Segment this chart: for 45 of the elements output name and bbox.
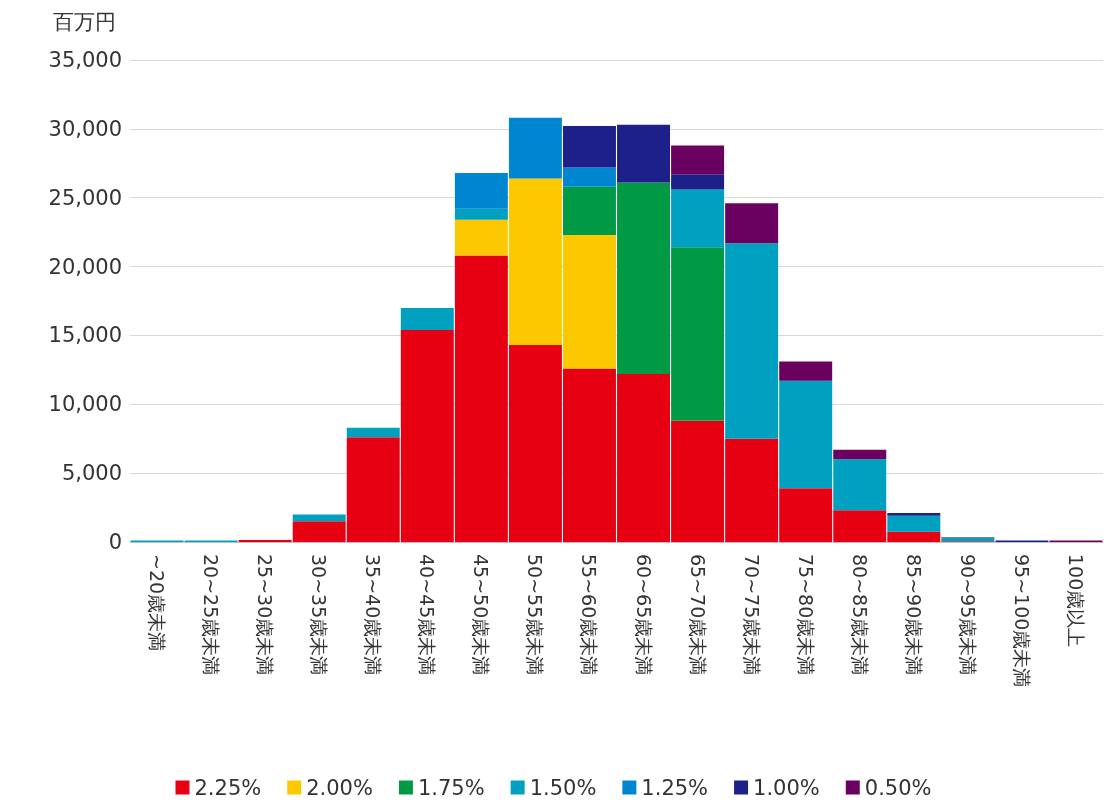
x-tick-label: 60~65歳未満: [632, 554, 655, 676]
x-tick-label: 45~50歳未満: [470, 554, 493, 676]
y-tick-label: 35,000: [48, 48, 122, 72]
y-tick-label: 20,000: [48, 254, 122, 279]
y-axis-title: 百万円: [53, 9, 116, 34]
bar: [292, 514, 346, 522]
x-tick-label: 20~25歳未満: [200, 554, 223, 676]
x-tick-label: ~20歳未満: [146, 554, 169, 652]
bar: [725, 203, 779, 244]
y-tick-label: 30,000: [48, 116, 122, 141]
x-tick-label: 85~90歳未満: [902, 554, 925, 676]
bar: [400, 307, 454, 330]
bar: [671, 145, 725, 175]
x-tick-label: 100歳以上: [1064, 554, 1087, 648]
x-tick-label: 40~45歳未満: [416, 554, 439, 676]
legend-label: 1.25%: [641, 775, 709, 800]
legend-label: 2.00%: [306, 775, 373, 800]
bar: [454, 208, 508, 220]
y-tick-label: 0: [108, 530, 122, 554]
bar: [833, 449, 887, 460]
x-tick-label: 95~100歳未満: [1010, 554, 1033, 688]
x-tick-label: 50~55歳未満: [524, 554, 547, 676]
x-tick-label: 75~80歳未満: [794, 554, 817, 676]
legend-label: 0.50%: [864, 775, 932, 800]
bar: [887, 513, 941, 516]
x-tick-label: 55~60歳未満: [578, 554, 601, 676]
y-tick-label: 15,000: [48, 323, 122, 348]
bar: [887, 515, 941, 532]
x-tick-label: 30~35歳未満: [308, 554, 331, 676]
y-tick-label: 5,000: [61, 461, 122, 486]
x-tick-label: 90~95歳未満: [956, 554, 979, 676]
bar: [346, 427, 400, 438]
x-tick-label: 25~30歳未満: [254, 554, 277, 676]
legend-label: 1.00%: [753, 775, 820, 800]
bar: [779, 361, 833, 381]
x-tick-label: 80~85歳未満: [848, 554, 871, 676]
y-tick-label: 25,000: [48, 185, 122, 210]
x-tick-label: 35~40歳未満: [362, 554, 385, 676]
legend-label: 2.25%: [194, 775, 262, 800]
x-tick-label: 70~75歳未満: [740, 554, 763, 676]
legend-label: 1.50%: [529, 775, 597, 800]
x-tick-label: 65~70歳未満: [686, 554, 709, 676]
legend-label: 1.75%: [417, 775, 485, 800]
bar: [941, 537, 995, 542]
y-tick-label: 10,000: [48, 392, 122, 417]
